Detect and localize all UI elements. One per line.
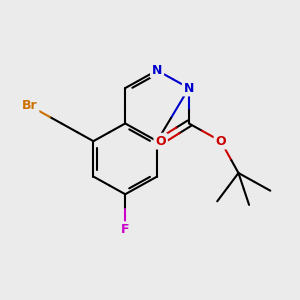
Text: Br: Br (22, 99, 38, 112)
Text: N: N (152, 64, 162, 77)
Text: F: F (121, 223, 130, 236)
Text: N: N (184, 82, 194, 94)
Text: O: O (155, 135, 166, 148)
Text: O: O (215, 135, 226, 148)
